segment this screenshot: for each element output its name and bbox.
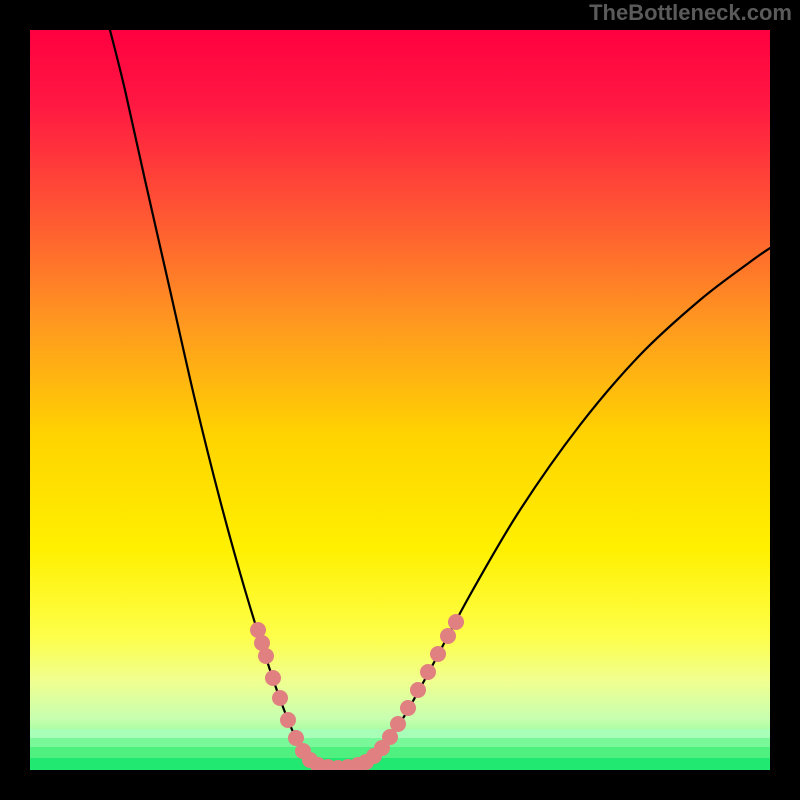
data-marker	[430, 646, 446, 662]
data-marker	[448, 614, 464, 630]
data-marker	[400, 700, 416, 716]
chart-svg	[30, 30, 770, 770]
plot-area	[30, 30, 770, 770]
watermark-text: TheBottleneck.com	[589, 0, 792, 26]
data-marker	[390, 716, 406, 732]
data-marker	[410, 682, 426, 698]
data-marker	[272, 690, 288, 706]
data-marker	[258, 648, 274, 664]
data-marker	[280, 712, 296, 728]
data-marker	[440, 628, 456, 644]
marker-group	[250, 614, 464, 770]
data-marker	[265, 670, 281, 686]
chart-container: TheBottleneck.com	[0, 0, 800, 800]
data-marker	[420, 664, 436, 680]
